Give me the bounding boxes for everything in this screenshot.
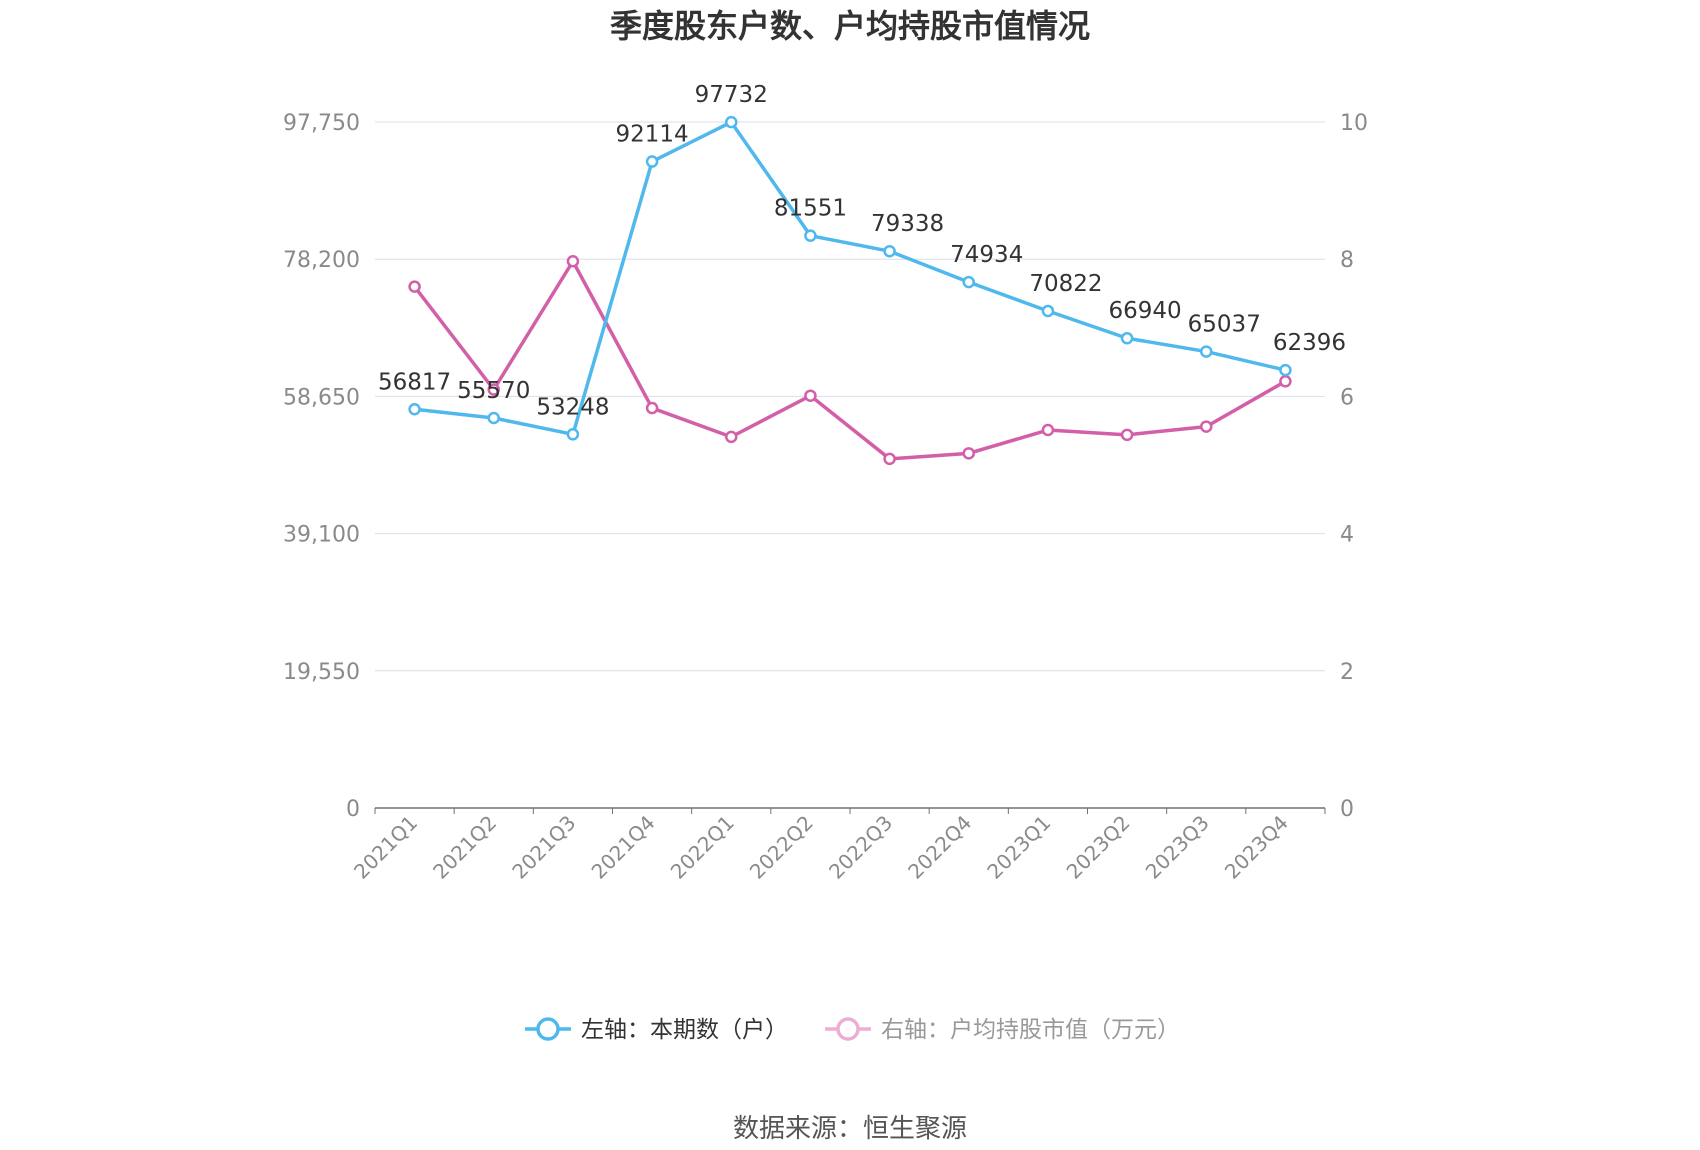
legend-item-market-value[interactable]: 右轴：户均持股市值（万元） [825, 1017, 1180, 1043]
point-market-value[interactable] [645, 401, 659, 415]
data-label: 55570 [457, 378, 530, 404]
point-holders[interactable] [1200, 345, 1213, 358]
point-market-value[interactable] [487, 383, 500, 396]
y-left-tick-label: 39,100 [283, 523, 360, 548]
legend[interactable]: 左轴：本期数（户） 右轴：户均持股市值（万元） [525, 1017, 1180, 1043]
legend-item-holders[interactable]: 左轴：本期数（户） [525, 1017, 788, 1043]
point-holders[interactable] [962, 275, 975, 289]
point-holders[interactable] [487, 411, 500, 425]
point-market-value[interactable] [1041, 423, 1055, 437]
legend-marker-icon [536, 1017, 560, 1041]
point-holders[interactable] [566, 428, 580, 441]
point-holders[interactable] [645, 155, 659, 168]
grid-lines [375, 121, 1325, 672]
x-tick-label: 2022Q1 [666, 811, 739, 884]
point-holders[interactable] [1120, 331, 1134, 345]
y-left-tick-label: 78,200 [283, 248, 360, 273]
legend-label: 左轴：本期数（户） [581, 1017, 788, 1043]
y-right-tick-label: 0 [1340, 797, 1354, 822]
x-tick-label: 2023Q1 [982, 811, 1055, 884]
x-tick-label: 2022Q4 [903, 811, 976, 884]
data-label: 74934 [950, 242, 1023, 268]
point-market-value[interactable] [804, 389, 817, 402]
y-left-tick-label: 58,650 [283, 385, 360, 410]
point-market-value[interactable] [1200, 420, 1213, 433]
point-market-value[interactable] [408, 280, 421, 293]
data-label: 53248 [536, 394, 609, 420]
data-label: 65037 [1188, 312, 1261, 338]
point-market-value[interactable] [1279, 375, 1292, 388]
series [408, 115, 1292, 466]
data-label: 70822 [1029, 271, 1102, 297]
y-right-tick-label: 10 [1340, 111, 1368, 136]
axes: 0 19,550 39,100 58,650 78,200 97,750 0 2 4 6 8 10 20… [283, 111, 1368, 884]
point-holders[interactable] [883, 244, 896, 258]
y-right-tick-label: 4 [1340, 523, 1354, 548]
point-holders[interactable] [1041, 304, 1055, 318]
point-market-value[interactable] [725, 430, 738, 444]
point-market-value[interactable] [883, 452, 896, 466]
point-market-value[interactable] [1120, 428, 1134, 442]
x-tick-label: 2022Q3 [824, 811, 897, 884]
y-left-tick-label: 97,750 [283, 111, 360, 136]
point-holders[interactable] [408, 403, 421, 416]
x-tick-label: 2023Q2 [1062, 811, 1135, 884]
data-label: 92114 [615, 122, 688, 148]
series-line-market-value [413, 259, 1287, 461]
x-tick-label: 2022Q2 [745, 811, 818, 884]
data-label: 66940 [1108, 298, 1181, 324]
y-right-tick-label: 6 [1340, 385, 1354, 410]
x-tick-label: 2021Q2 [428, 811, 501, 884]
legend-marker-icon [836, 1017, 860, 1041]
data-label: 97732 [695, 82, 768, 108]
data-label: 81551 [774, 196, 847, 222]
point-holders[interactable] [1279, 363, 1292, 377]
data-source: 数据来源：恒生聚源 [733, 1114, 967, 1144]
legend-label: 右轴：户均持股市值（万元） [881, 1017, 1180, 1043]
point-holders[interactable] [725, 115, 738, 129]
series-line-holders [414, 120, 1286, 437]
point-market-value[interactable] [566, 255, 580, 268]
point-holders[interactable] [804, 229, 817, 242]
data-label: 62396 [1273, 330, 1346, 356]
x-tick-label: 2021Q3 [507, 811, 580, 884]
data-label: 56817 [378, 369, 451, 395]
y-left-tick-label: 19,550 [283, 660, 360, 685]
y-right-tick-label: 8 [1340, 248, 1354, 273]
x-tick-label: 2023Q3 [1141, 811, 1214, 884]
point-market-value[interactable] [962, 447, 975, 460]
y-left-tick-label: 0 [346, 797, 360, 822]
x-tick-label: 2021Q4 [587, 811, 660, 884]
x-tick-label: 2023Q4 [1220, 811, 1293, 884]
data-label: 79338 [871, 211, 944, 237]
chart-title: 季度股东户数、户均持股市值情况 [610, 7, 1090, 45]
y-right-tick-label: 2 [1340, 660, 1354, 685]
